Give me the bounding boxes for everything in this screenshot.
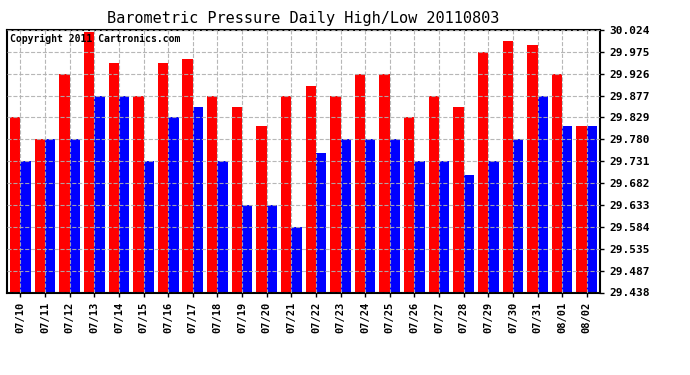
Bar <box>59 74 70 292</box>
Bar <box>404 117 415 292</box>
Bar <box>538 96 548 292</box>
Bar <box>428 96 439 292</box>
Bar <box>281 96 291 292</box>
Bar <box>108 63 119 292</box>
Bar <box>316 153 326 292</box>
Bar <box>291 227 302 292</box>
Bar <box>464 175 474 292</box>
Bar <box>158 63 168 292</box>
Bar <box>119 96 129 292</box>
Bar <box>478 52 489 292</box>
Bar <box>576 126 586 292</box>
Bar <box>256 126 266 292</box>
Bar <box>168 117 179 292</box>
Bar <box>341 139 351 292</box>
Bar <box>502 41 513 292</box>
Bar <box>70 139 80 292</box>
Bar <box>306 86 316 292</box>
Bar <box>207 96 217 292</box>
Bar <box>84 32 95 292</box>
Bar <box>453 106 464 292</box>
Bar <box>10 117 21 292</box>
Bar <box>144 161 154 292</box>
Bar <box>586 126 597 292</box>
Bar <box>182 58 193 292</box>
Text: Copyright 2011 Cartronics.com: Copyright 2011 Cartronics.com <box>10 34 180 44</box>
Bar <box>21 161 31 292</box>
Bar <box>217 161 228 292</box>
Bar <box>193 106 203 292</box>
Bar <box>552 74 562 292</box>
Bar <box>513 139 523 292</box>
Bar <box>562 126 573 292</box>
Bar <box>365 139 375 292</box>
Bar <box>489 161 499 292</box>
Bar <box>232 106 242 292</box>
Bar <box>331 96 341 292</box>
Bar <box>390 139 400 292</box>
Bar <box>133 96 144 292</box>
Bar <box>95 96 105 292</box>
Bar <box>34 139 45 292</box>
Bar <box>266 205 277 292</box>
Bar <box>355 74 365 292</box>
Title: Barometric Pressure Daily High/Low 20110803: Barometric Pressure Daily High/Low 20110… <box>108 11 500 26</box>
Bar <box>439 161 449 292</box>
Bar <box>415 161 425 292</box>
Bar <box>45 139 55 292</box>
Bar <box>242 205 253 292</box>
Bar <box>380 74 390 292</box>
Bar <box>527 45 538 292</box>
